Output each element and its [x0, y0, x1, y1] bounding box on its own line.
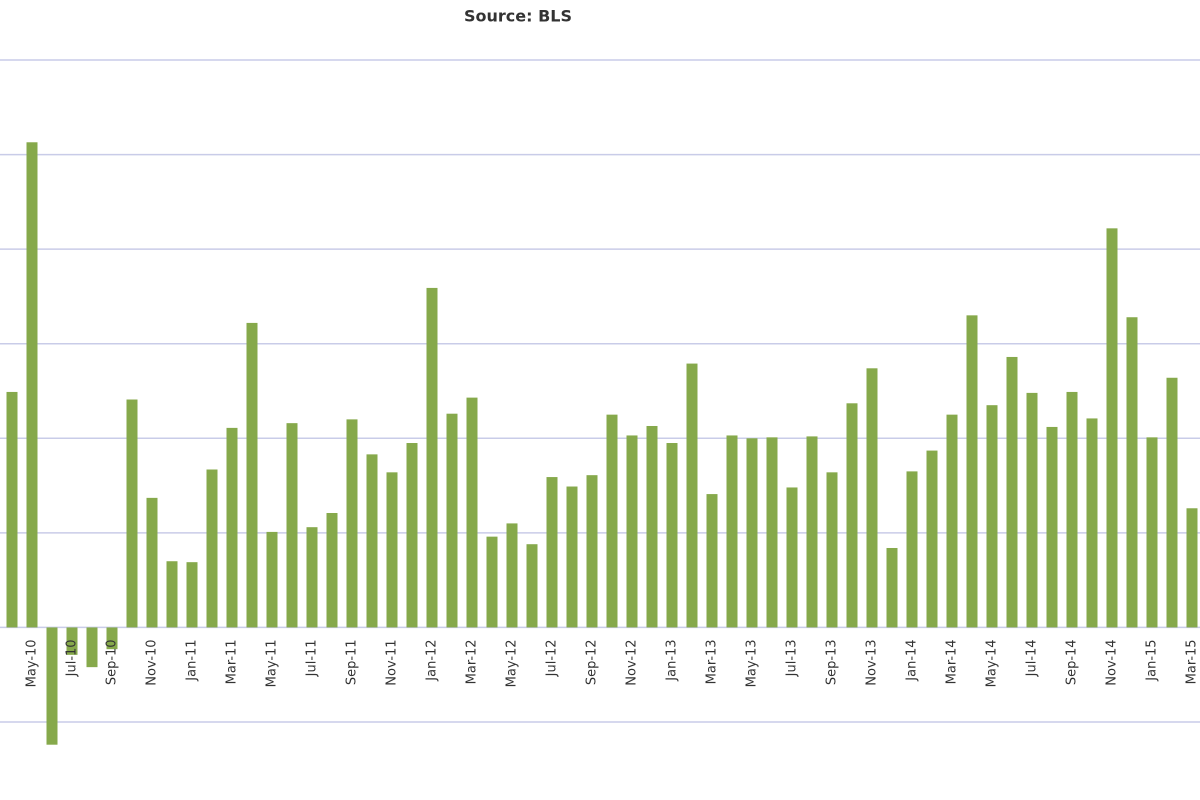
bar: [706, 494, 718, 628]
bar: [906, 471, 918, 628]
bar: [126, 399, 138, 628]
x-tick-label: Mar-11: [225, 639, 240, 684]
bar: [1166, 377, 1178, 628]
bar: [206, 469, 218, 628]
bar: [1046, 426, 1058, 628]
bar: [686, 363, 698, 628]
bar: [626, 435, 638, 628]
bar: [866, 368, 878, 628]
bar: [146, 497, 158, 628]
bar: [366, 454, 378, 628]
x-tick-label: Jul-14: [1025, 639, 1040, 677]
x-tick-label: Nov-11: [385, 639, 400, 685]
bar: [746, 438, 758, 628]
x-tick-label: Jan-11: [185, 639, 200, 681]
x-tick-label: Jan-14: [905, 639, 920, 681]
x-tick-label: Jan-12: [425, 639, 440, 681]
bar: [946, 414, 958, 628]
bar: [526, 544, 538, 628]
bar: [646, 425, 658, 628]
bar: [506, 523, 518, 628]
bar: [246, 322, 258, 628]
bar: [306, 527, 318, 628]
bar: [1106, 228, 1118, 628]
x-tick-label: Sep-11: [345, 639, 360, 685]
bar: [46, 627, 58, 745]
x-tick-label: May-14: [985, 639, 1000, 687]
chart-subtitle: Source: BLS: [464, 7, 572, 26]
bar: [786, 487, 798, 628]
bar: [266, 531, 278, 628]
bar: [426, 287, 438, 628]
x-tick-label: Mar-13: [705, 639, 720, 684]
bar: [406, 443, 418, 628]
x-tick-label: Nov-14: [1105, 639, 1120, 685]
x-tick-label: Sep-14: [1065, 639, 1080, 685]
bar: [226, 427, 238, 628]
bar: [666, 443, 678, 628]
x-tick-label: Jan-15: [1145, 639, 1160, 681]
bar: [446, 413, 458, 628]
bar: [6, 391, 18, 628]
bar: [346, 419, 358, 628]
bar: [886, 547, 898, 628]
x-tick-label: Sep-13: [825, 639, 840, 685]
x-tick-label: Mar-14: [945, 639, 960, 684]
bar: [846, 403, 858, 628]
x-tick-label: Jul-12: [545, 639, 560, 677]
x-tick-label: Nov-13: [865, 639, 880, 685]
bar: [586, 475, 598, 628]
bar: [66, 627, 78, 655]
bar: [1126, 317, 1138, 628]
bar: [806, 436, 818, 628]
x-tick-label: May-13: [745, 639, 760, 687]
bar: [986, 405, 998, 628]
bar: [326, 512, 338, 628]
bar: [606, 414, 618, 628]
bar: [186, 562, 198, 628]
x-tick-label: Jan-13: [665, 639, 680, 681]
x-tick-label: May-12: [505, 639, 520, 687]
x-tick-label: Jul-10: [65, 639, 80, 677]
x-tick-label: Sep-12: [585, 639, 600, 685]
bar: [286, 423, 298, 628]
bar: [1026, 392, 1038, 628]
bar: [546, 477, 558, 628]
bar: [766, 437, 778, 628]
x-tick-label: Mar-15: [1185, 639, 1200, 684]
bar: [926, 450, 938, 628]
bar: [106, 627, 118, 650]
x-tick-label: Sep-10: [105, 639, 120, 685]
x-tick-label: Nov-10: [145, 639, 160, 685]
bar: [166, 561, 178, 628]
bar: [1086, 418, 1098, 628]
bar: [966, 315, 978, 628]
x-tick-label: Mar-12: [465, 639, 480, 684]
x-tick-label: Jul-11: [305, 639, 320, 677]
bar: [466, 397, 478, 628]
x-tick-label: Jul-13: [785, 639, 800, 677]
bar: [566, 486, 578, 628]
bar: [86, 627, 98, 668]
bar: [386, 472, 398, 628]
bar: [1146, 437, 1158, 628]
x-tick-label: May-10: [25, 639, 40, 687]
bar: [1066, 391, 1078, 628]
bar: [1186, 508, 1198, 628]
bar: [26, 142, 38, 628]
bar: [486, 536, 498, 628]
x-tick-label: May-11: [265, 639, 280, 687]
bar: [826, 472, 838, 628]
bar: [726, 435, 738, 628]
x-tick-label: Nov-12: [625, 639, 640, 685]
bar: [1006, 356, 1018, 628]
